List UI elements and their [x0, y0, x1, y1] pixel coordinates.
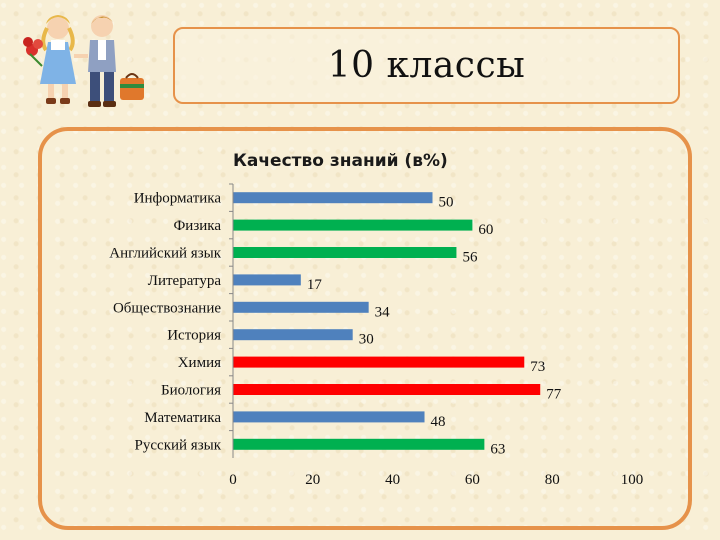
bar-value-label: 34	[375, 304, 391, 320]
bar-value-label: 63	[490, 441, 505, 457]
bar	[233, 356, 525, 368]
bar-value-label: 73	[530, 359, 545, 375]
category-label: Русский язык	[135, 437, 222, 453]
bar	[233, 384, 541, 395]
bar	[233, 247, 457, 258]
bar	[233, 192, 433, 204]
category-label: Математика	[144, 410, 221, 426]
category-label: Литература	[148, 273, 222, 289]
x-axis-ticks: 0 20 40 60 80 100	[229, 472, 643, 488]
bars-layer: Информатика 50 Физика 60 Английский язык 56 Ли…	[109, 183, 562, 457]
bar-value-label: 77	[546, 387, 562, 403]
x-tick-label: 60	[465, 472, 480, 488]
x-tick-label: 0	[229, 472, 237, 488]
category-label: История	[167, 328, 221, 344]
category-label: Физика	[173, 218, 221, 234]
girl-head	[47, 17, 69, 39]
bar	[233, 438, 485, 450]
slide-title-box: 10 классы	[173, 27, 680, 104]
x-tick-label: 80	[545, 472, 560, 488]
category-label: Биология	[161, 383, 221, 399]
bar-value-label: 50	[439, 195, 454, 211]
slide-title: 10 классы	[327, 45, 526, 86]
bar-value-label: 30	[359, 332, 374, 348]
chart-title: Качество знаний (в%)	[233, 151, 448, 171]
category-label: Информатика	[134, 191, 222, 207]
chart-frame	[38, 127, 692, 530]
bar	[233, 274, 301, 286]
bar-value-label: 17	[307, 277, 323, 293]
bar	[233, 411, 425, 423]
school-children-illustration	[23, 15, 144, 107]
bar-value-label: 56	[462, 250, 478, 266]
bar	[233, 219, 473, 231]
bar-value-label: 60	[478, 222, 493, 238]
boy-head	[91, 15, 113, 37]
category-label: Химия	[178, 355, 221, 371]
x-tick-label: 40	[385, 472, 400, 488]
x-tick-label: 100	[621, 472, 644, 488]
bar	[233, 301, 369, 313]
category-label: Английский язык	[109, 246, 221, 262]
bar	[233, 329, 353, 341]
x-tick-label: 20	[305, 472, 320, 488]
category-label: Обществознание	[113, 300, 221, 316]
bar-value-label: 48	[431, 414, 446, 430]
